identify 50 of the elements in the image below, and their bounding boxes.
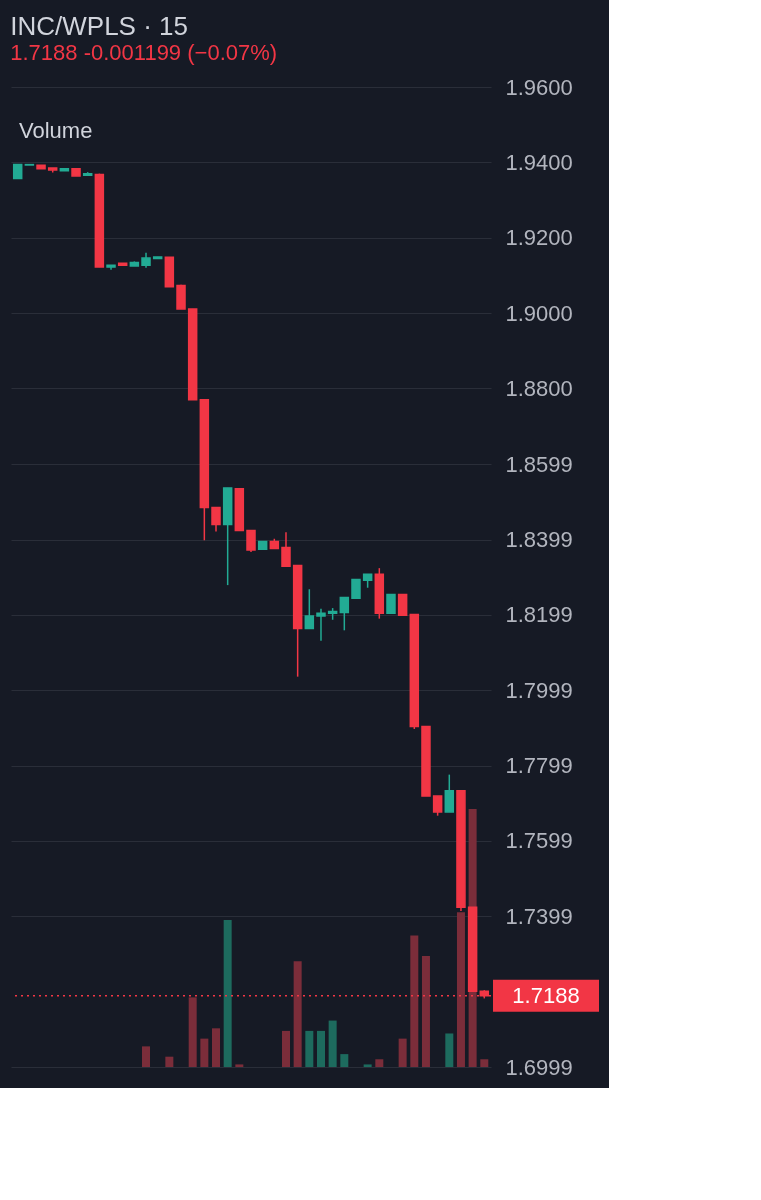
y-tick-label: 1.7599: [505, 828, 573, 854]
bar: [188, 997, 197, 1067]
bar: [340, 1054, 349, 1067]
bar: [363, 1064, 372, 1067]
candlestick: [432, 795, 443, 817]
candlestick: [176, 284, 186, 310]
candlestick: [211, 506, 221, 533]
bar: [375, 1059, 384, 1067]
candlestick: [386, 593, 396, 615]
bar: [456, 912, 465, 1067]
candlestick: [316, 608, 326, 642]
bar: [328, 1020, 337, 1067]
candlestick: [281, 531, 291, 568]
y-tick-label: 1.9400: [505, 149, 573, 175]
y-tick-label: 1.8800: [505, 375, 573, 401]
candlestick: [339, 596, 350, 632]
bar: [305, 1030, 314, 1067]
bar: [212, 1028, 221, 1067]
bar: [293, 961, 302, 1067]
bar: [200, 1038, 209, 1067]
bar: [480, 1059, 489, 1067]
bar: [235, 1064, 244, 1067]
candlestick: [444, 773, 455, 813]
bar: [165, 1056, 174, 1067]
candlestick: [397, 593, 408, 616]
chart-title: INC/WPLS · 15: [10, 11, 188, 41]
y-tick-label: 1.7799: [505, 753, 573, 779]
bar: [445, 1033, 454, 1067]
y-tick-label: 1.8199: [505, 602, 573, 628]
bar: [142, 1046, 151, 1067]
bar: [281, 1030, 290, 1067]
y-tick-label: 1.7999: [505, 677, 573, 703]
ref-line-label: 1.7188: [512, 982, 580, 1008]
bar: [410, 935, 419, 1067]
y-tick-label: 1.9000: [505, 300, 573, 326]
bar: [223, 920, 232, 1067]
y-tick-label: 1.7399: [505, 903, 573, 929]
chart-subtitle: 1.7188 -0.001199 (−0.07%): [10, 40, 278, 65]
candlestick: [351, 578, 361, 600]
bar: [421, 956, 430, 1067]
y-tick-label: 1.6999: [505, 1054, 573, 1080]
bar: [316, 1030, 325, 1067]
y-tick-label: 1.9600: [505, 74, 573, 100]
y-tick-label: 1.8399: [505, 527, 573, 553]
candlestick: [246, 529, 256, 553]
candlestick: [304, 588, 315, 630]
bar: [398, 1038, 407, 1067]
y-tick-label: 1.9200: [505, 225, 573, 251]
annotation: Volume: [19, 118, 93, 143]
y-tick-label: 1.8599: [505, 451, 573, 477]
